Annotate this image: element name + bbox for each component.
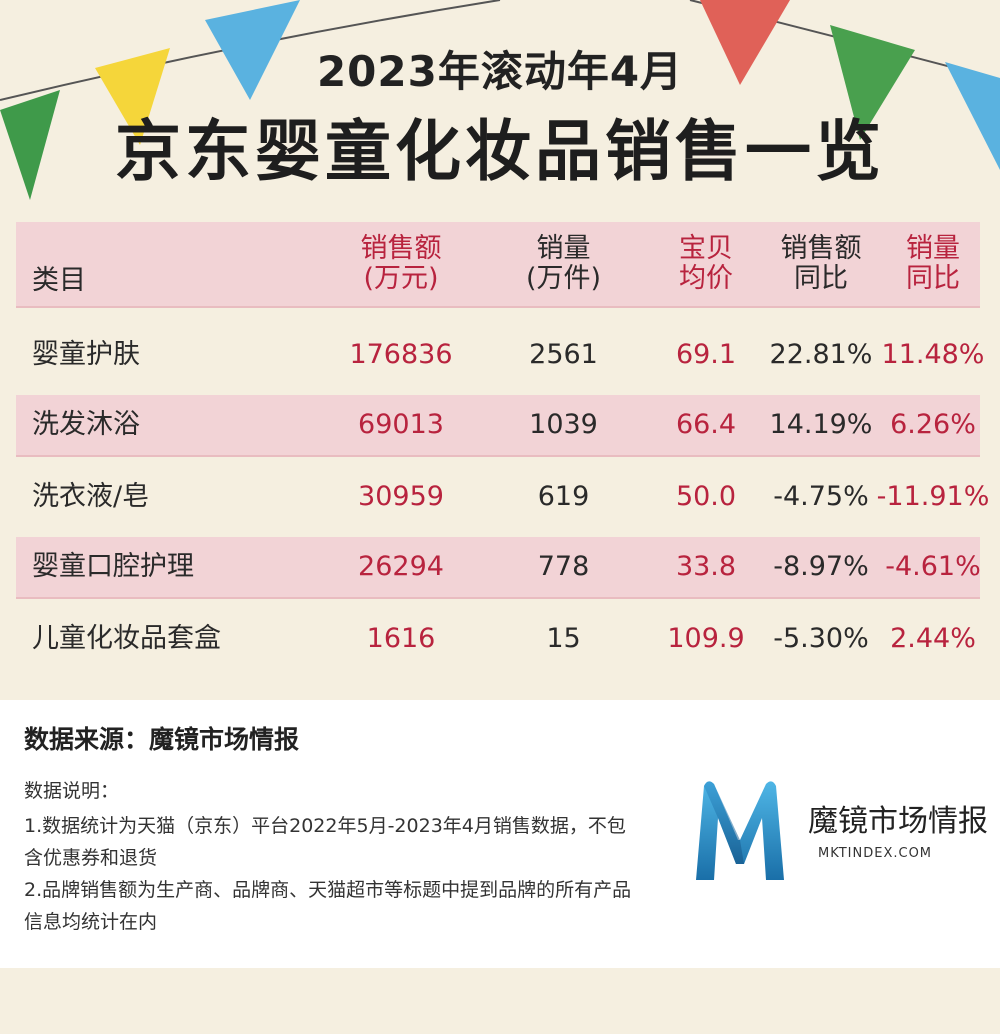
row-sales: 69013	[358, 409, 444, 441]
footer-panel: 数据来源：魔镜市场情报 数据说明： 1.数据统计为天猫（京东）平台2022年5月…	[0, 700, 1000, 968]
header-volume-yoy: 销量 同比	[878, 222, 988, 306]
row-volume: 2561	[529, 339, 598, 371]
row-category: 洗发沐浴	[32, 409, 140, 441]
header-sales-yoy-line1: 销售额	[780, 233, 862, 265]
brand-url: MKTINDEX.COM	[818, 846, 933, 861]
table-row: 洗发沐浴 69013 1039 66.4 14.19% 6.26%	[16, 395, 980, 457]
table-row: 婴童口腔护理 26294 778 33.8 -8.97% -4.61%	[16, 537, 981, 599]
row-volume: 15	[546, 623, 581, 655]
row-volume-yoy: 2.44%	[890, 623, 976, 655]
row-volume-yoy: 6.26%	[890, 409, 976, 441]
row-avg-price: 66.4	[675, 409, 737, 441]
row-volume: 619	[537, 481, 590, 513]
page-title-line2: 京东婴童化妆品销售一览	[115, 113, 885, 190]
row-category: 婴童护肤	[32, 339, 140, 371]
header-volume-line1: 销量	[536, 233, 591, 265]
row-volume-yoy: -4.61%	[885, 551, 981, 583]
header-volume: 销量 (万件)	[486, 222, 641, 306]
header-volume-line2: (万件)	[525, 263, 602, 294]
row-sales-yoy: -5.30%	[773, 623, 869, 655]
row-sales: 26294	[358, 551, 444, 583]
row-volume: 1039	[529, 409, 598, 441]
row-sales: 30959	[358, 481, 444, 513]
header-volume-yoy-line2: 同比	[906, 263, 960, 294]
page-title-line1: 2023年滚动年4月	[316, 47, 684, 96]
header-sales-line2: (万元)	[363, 263, 439, 294]
row-avg-price: 33.8	[675, 551, 737, 583]
table-row: 儿童化妆品套盒 1616 15 109.9 -5.30% 2.44%	[16, 608, 980, 670]
note-1: 1.数据统计为天猫（京东）平台2022年5月-2023年4月销售数据，不包含优惠…	[24, 815, 626, 869]
row-avg-price: 69.1	[675, 339, 737, 371]
table-header: 类目 销售额 (万元) 销量 (万件) 宝贝 均价 销售额 同比 销量 同比	[16, 222, 980, 308]
row-sales-yoy: 22.81%	[769, 339, 873, 371]
row-category: 儿童化妆品套盒	[32, 623, 221, 655]
row-category: 婴童口腔护理	[32, 551, 194, 583]
row-sales-yoy: -8.97%	[773, 551, 869, 583]
row-sales-yoy: -4.75%	[773, 481, 869, 513]
row-category: 洗衣液/皂	[32, 481, 150, 513]
table-row: 婴童护肤 176836 2561 69.1 22.81% 11.48%	[16, 324, 984, 386]
row-volume-yoy: 11.48%	[881, 339, 985, 371]
header-category: 类目	[32, 265, 86, 297]
table-row: 洗衣液/皂 30959 619 50.0 -4.75% -11.91%	[16, 466, 989, 528]
data-source: 数据来源：魔镜市场情报	[24, 725, 300, 754]
header-sales: 销售额 (万元)	[316, 222, 486, 306]
header-volume-yoy-line1: 销量	[906, 233, 960, 265]
row-avg-price: 109.9	[667, 623, 745, 655]
header-sales-yoy-line2: 同比	[794, 263, 848, 294]
row-sales: 1616	[366, 623, 436, 655]
header-sales-yoy: 销售额 同比	[761, 222, 881, 306]
header-avg-price-line2: 均价	[679, 263, 733, 294]
row-volume-yoy: -11.91%	[876, 481, 990, 513]
row-sales: 176836	[349, 339, 453, 371]
row-volume: 778	[537, 551, 590, 583]
mktindex-logo-icon	[696, 781, 784, 880]
header-avg-price-line1: 宝贝	[679, 233, 733, 265]
row-sales-yoy: 14.19%	[769, 409, 873, 441]
bunting-decoration	[0, 0, 1000, 200]
brand-name: 魔镜市场情报	[808, 804, 988, 839]
header-sales-line1: 销售额	[360, 233, 442, 265]
notes-title: 数据说明：	[24, 780, 120, 802]
row-avg-price: 50.0	[675, 481, 737, 513]
note-2: 2.品牌销售额为生产商、品牌商、天猫超市等标题中提到品牌的所有产品信息均统计在内	[24, 879, 632, 933]
header-avg-price: 宝贝 均价	[636, 222, 776, 306]
